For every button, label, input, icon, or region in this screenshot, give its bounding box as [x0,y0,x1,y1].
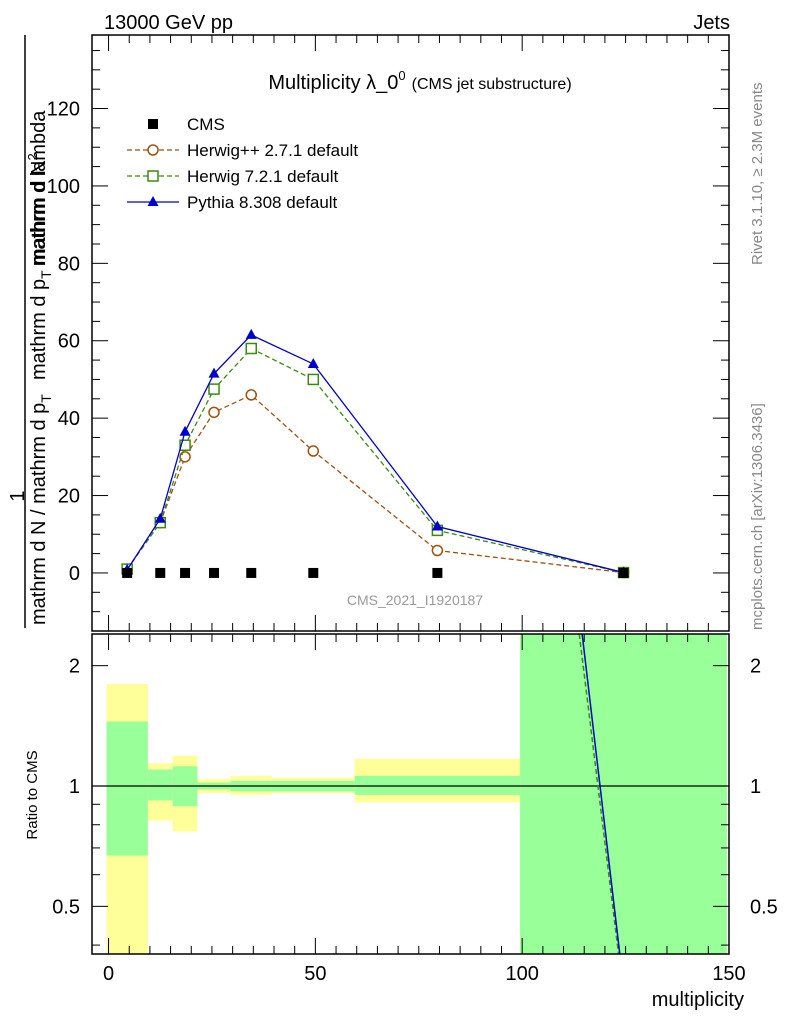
series-2-point-1 [154,512,166,523]
series-0-point-5 [307,445,320,457]
ratio-ytick-label-right: 1 [750,776,761,798]
cms-point-1 [155,567,166,578]
ratio-frame [91,633,730,955]
ratio-ytick-label-left: 1 [69,776,80,798]
cms-point-5 [308,567,319,578]
ratio-ytick-label-right: 0.5 [750,896,778,918]
legend-label-0: CMS [187,115,225,134]
legend: CMS Herwig++ 2.7.1 default Herwig 7.2.1 de… [127,115,358,212]
legend-marker-0 [148,119,158,129]
ratio-line-1 [581,634,621,954]
ylabel-upper-a: mathrm d p [28,279,50,380]
ratio-ylabel: Ratio to CMS [24,750,41,839]
series-2-point-3 [208,367,220,378]
series-line-0 [126,394,624,574]
main-ytick-label: 60 [58,331,80,353]
xtick-label: 50 [304,963,326,985]
cms-point-2 [180,567,191,578]
series-0-point-6 [431,544,444,557]
series-line-1 [126,347,624,574]
cms-point-0 [122,567,133,578]
header-right: Jets [693,12,730,34]
main-ytick-label: 20 [58,486,80,508]
analysis-id: CMS_2021_I1920187 [347,592,483,608]
main-ytick-label: 100 [47,176,80,198]
main-ytick-label: 0 [69,563,80,585]
ratio-ytick-label-right: 2 [750,656,761,678]
main-panel-content [121,328,630,579]
series-1-point-3 [208,383,220,395]
ratio-band-green-0 [106,721,148,856]
series-2-point-2 [179,425,191,436]
cms-point-3 [209,567,220,578]
rivet-label: Rivet 3.1.10, ≥ 2.3M events [749,83,766,266]
series-2-point-4 [245,328,257,339]
ratio-ytick-label-left: 0.5 [52,896,80,918]
xtick-label: 100 [505,963,538,985]
ylabel-upper-b: mathrm d N [28,161,50,265]
ylabel-one: 1 [7,490,29,501]
series-2-point-6 [431,520,443,531]
chart-title: Multiplicity λ_00(CMS jet substructure) [268,68,571,94]
legend-label-2: Herwig 7.2.1 default [187,167,338,186]
ratio-band-green-7 [520,634,727,954]
ratio-ytick-label-left: 2 [69,656,80,678]
series-0-point-2 [179,451,191,463]
cms-point-7 [618,567,629,578]
series-1-point-2 [179,439,191,451]
main-ytick-label: 80 [58,253,80,275]
main-ytick-label: 120 [47,99,80,121]
header-left: 13000 GeV pp [104,12,233,34]
svg-text:mathrm d N2: mathrm d N2 [25,153,50,265]
main-frame [91,34,730,632]
x-axis-label: multiplicity [652,989,744,1011]
series-0-point-3 [208,406,220,419]
legend-marker-1 [147,144,159,156]
ratio-band-green-1 [147,769,173,801]
series-0-point-4 [245,389,257,401]
ylabel-lower-part: mathrm d N / mathrm d p [28,403,50,625]
series-1-point-5 [307,373,320,386]
series-2-point-5 [307,357,319,368]
y-axis-label: 1 mathrm d N / mathrm d pT mathrm d pTma… [7,35,54,628]
main-ytick-label: 40 [58,408,80,430]
svg-text:mathrm d pTmathrm d lambda: mathrm d pTmathrm d lambda [28,110,54,380]
legend-label-1: Herwig++ 2.7.1 default [187,141,358,160]
series-line-2 [126,334,624,574]
legend-marker-3 [147,196,159,206]
xtick-label: 0 [103,963,114,985]
legend-marker-2 [147,170,159,182]
ratio-line-0 [578,634,620,954]
xtick-label: 150 [712,963,745,985]
ratio-band-green-6 [354,775,521,795]
ratio-panel-content [92,634,729,954]
mcplots-label: mcplots.cern.ch [arXiv:1306.3436] [749,403,766,630]
series-1-point-4 [245,342,257,355]
cms-point-4 [246,567,257,578]
legend-label-3: Pythia 8.308 default [187,193,338,212]
cms-point-6 [432,567,443,578]
svg-text:mathrm d N / mathrm d pT: mathrm d N / mathrm d pT [28,394,54,625]
axis-ticks: 0 20 40 60 80 100 120 0 50 100 150 0.5 0.5 1 1 2 2 [47,35,778,985]
